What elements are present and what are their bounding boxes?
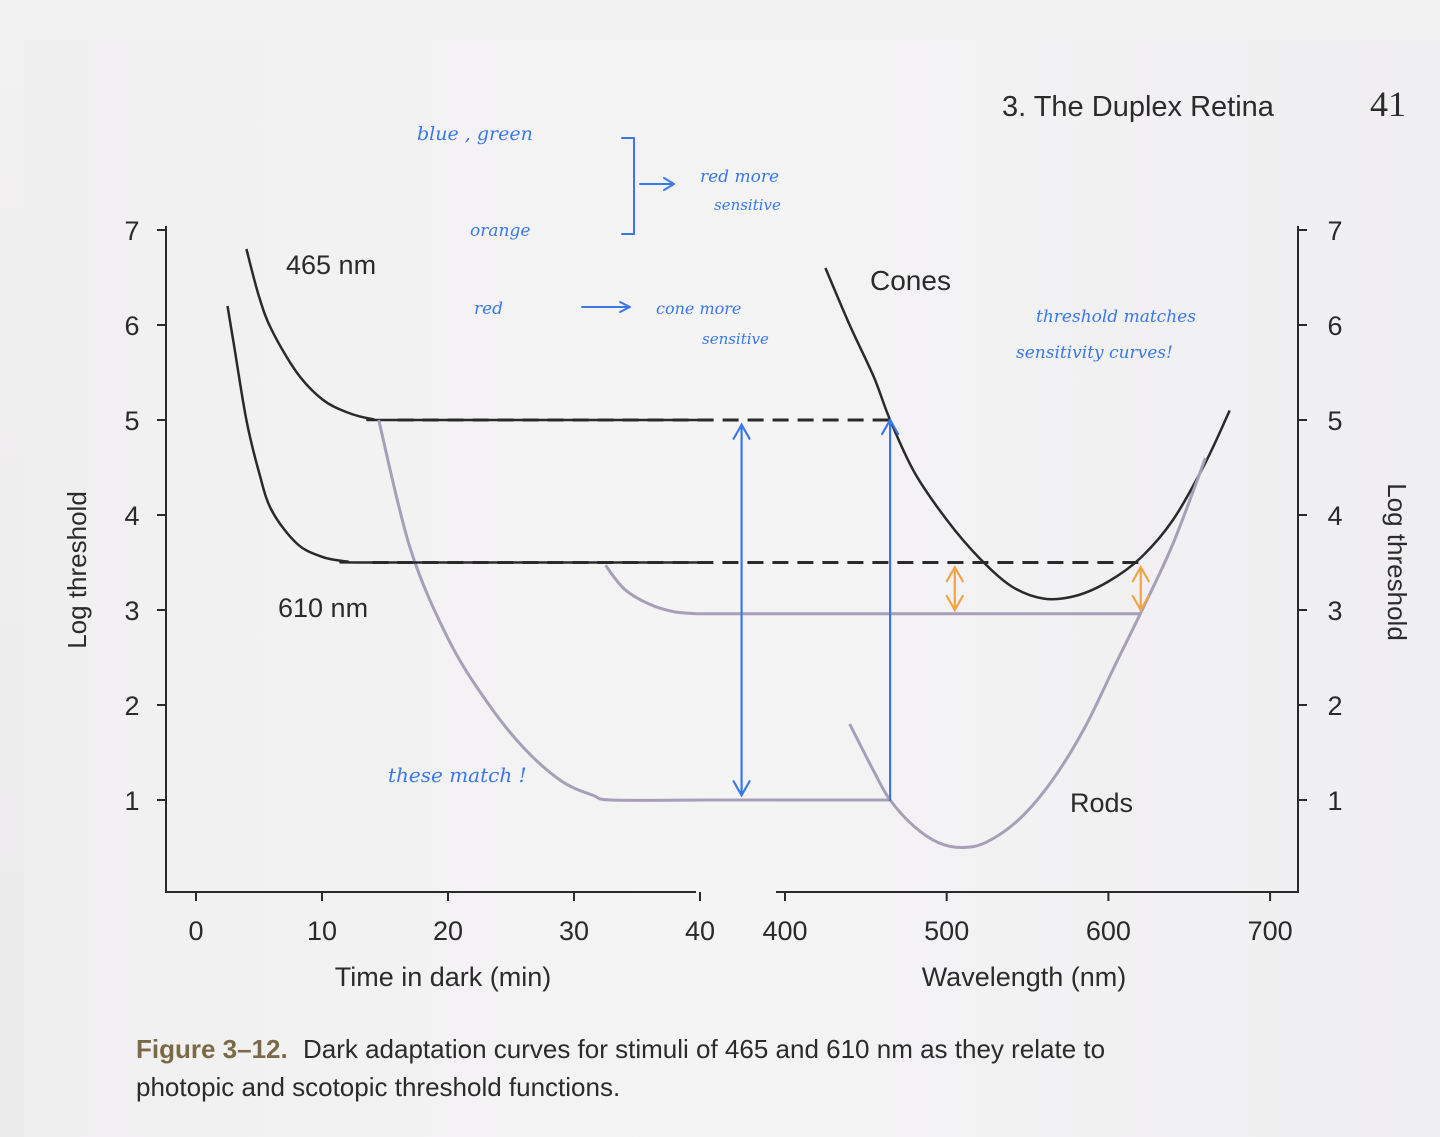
blue-arrow-time [732, 422, 751, 798]
y-tick-label-right-2: 2 [1327, 691, 1342, 721]
y-tick-label-right-6: 6 [1327, 311, 1342, 341]
left-x-axis-title: Time in dark (min) [335, 962, 552, 992]
tick-marks-and-labels: 1 1 2 2 3 3 4 4 5 5 6 6 7 7 0 10 20 30 40 400 500 600 700 [124, 216, 1342, 946]
y-tick-label-right-4: 4 [1327, 501, 1342, 531]
label-610nm: 610 nm [278, 593, 368, 623]
chapter-title: 3. The Duplex Retina [1002, 91, 1275, 123]
blue-arrow-time-head-top [732, 422, 751, 440]
blue-arrow-wavelength [881, 417, 900, 802]
right-axis-and-bottom-right [776, 226, 1299, 893]
note-cone-more-2: sensitive [702, 330, 769, 348]
note-red-more-1: red more [700, 167, 779, 187]
orange-arrow-500nm-head-top [945, 565, 964, 583]
y-tick-label-left-6: 6 [124, 311, 139, 341]
bracket-stroke [621, 137, 635, 235]
figure-label: Figure 3–12. [136, 1034, 288, 1064]
y-tick-label-right-5: 5 [1327, 406, 1342, 436]
handwritten-annotations: blue , green orange red more sensitive r… [388, 123, 1196, 787]
x-tick-label-wavelength-600: 600 [1086, 916, 1131, 946]
axes-frame [165, 226, 1299, 893]
label-465nm: 465 nm [286, 250, 376, 280]
rod-dark-adaptation-curve-2 [377, 419, 701, 802]
bracket-arrow [639, 177, 675, 191]
red-arrow [581, 301, 631, 313]
orange-arrow-500nm-head-bottom [945, 594, 964, 613]
note-threshold-matches-2: sensitivity curves! [1016, 343, 1173, 363]
cone-sensitivity-curve [824, 267, 1231, 601]
y-tick-label-left-5: 5 [124, 406, 139, 436]
caption-text-1: Dark adaptation curves for stimuli of 46… [303, 1034, 1105, 1064]
orange-arrow-620nm [1131, 565, 1150, 613]
y-tick-label-right-3: 3 [1327, 596, 1342, 626]
x-tick-label-wavelength-400: 400 [762, 916, 807, 946]
note-orange: orange [470, 221, 530, 241]
x-tick-label-time-10: 10 [307, 916, 337, 946]
x-tick-label-time-30: 30 [559, 916, 589, 946]
y-tick-label-right-7: 7 [1327, 216, 1342, 246]
figure-caption-line2: photopic and scotopic threshold function… [136, 1072, 620, 1102]
note-cone-more-1: cone more [656, 299, 741, 318]
orange-arrow-500nm [945, 565, 964, 613]
rod-dark-adaptation-curve-4 [604, 564, 701, 616]
label-cones: Cones [870, 265, 951, 296]
label-rods: Rods [1070, 788, 1133, 818]
right-y-axis-title: Log threshold [1382, 483, 1412, 641]
page-number: 41 [1370, 84, 1406, 124]
left-axis-and-bottom-left [165, 226, 696, 893]
cone-dark-adaptation-curve-1 [245, 248, 701, 422]
y-tick-label-left-7: 7 [124, 216, 139, 246]
blue-arrow-time-head-bottom [732, 780, 751, 798]
y-tick-label-left-1: 1 [124, 786, 139, 816]
note-red-more-2: sensitive [714, 196, 781, 214]
right-x-axis-title: Wavelength (nm) [922, 962, 1127, 992]
x-tick-label-wavelength-700: 700 [1248, 916, 1293, 946]
note-threshold-matches-1: threshold matches [1036, 307, 1196, 327]
x-tick-label-time-20: 20 [433, 916, 463, 946]
orange-arrow-620nm-head-bottom [1131, 594, 1150, 613]
orange-arrow-620nm-head-top [1131, 565, 1150, 583]
data-series [226, 248, 1231, 850]
x-tick-label-wavelength-500: 500 [924, 916, 969, 946]
paper-sheet [24, 40, 1440, 1137]
x-tick-label-time-0: 0 [188, 916, 203, 946]
y-tick-label-left-3: 3 [124, 596, 139, 626]
y-tick-label-left-2: 2 [124, 691, 139, 721]
figure-caption-line1: Figure 3–12. Dark adaptation curves for … [136, 1034, 1105, 1064]
rod-sensitivity-curve [848, 457, 1207, 850]
x-tick-label-time-40: 40 [685, 916, 715, 946]
note-blue-green: blue , green [417, 123, 533, 145]
handwritten-strokes [581, 137, 675, 313]
cone-dark-adaptation-curve-3 [226, 305, 701, 564]
y-tick-label-right-1: 1 [1327, 786, 1342, 816]
note-these-match: these match ! [388, 763, 527, 787]
blue-arrow-wavelength-head-top [881, 417, 900, 436]
left-y-axis-title: Log threshold [62, 491, 92, 649]
y-tick-label-left-4: 4 [124, 501, 139, 531]
note-red: red [474, 299, 503, 319]
